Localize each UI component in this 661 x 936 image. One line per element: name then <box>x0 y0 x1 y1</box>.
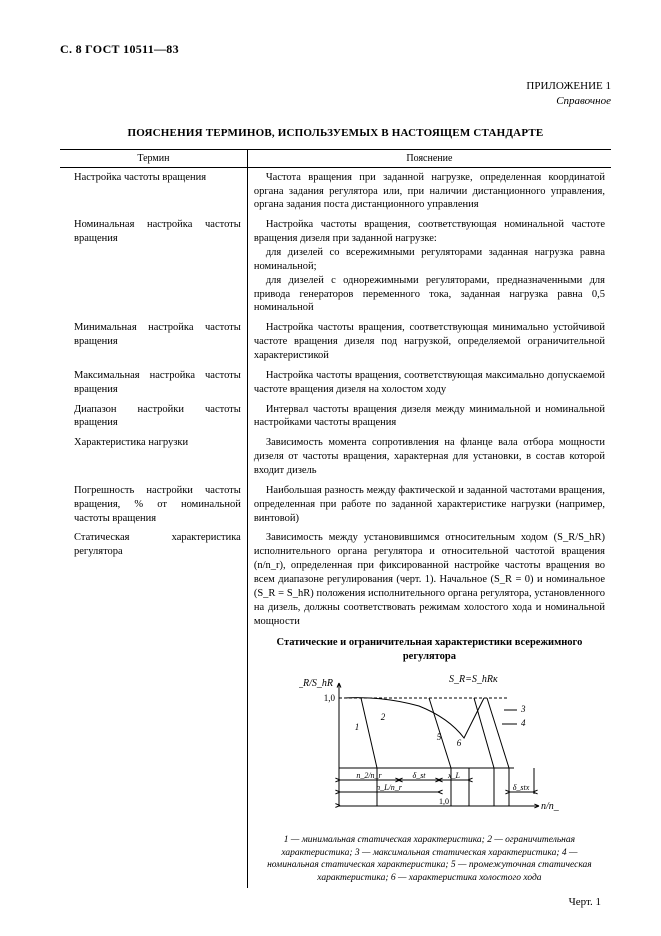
terms-table: Термин Пояснение Настройка частоты враще… <box>60 149 611 888</box>
definition-cell: Настройка частоты вращения, соответствую… <box>247 318 611 366</box>
column-header-definition: Пояснение <box>247 149 611 167</box>
term-cell: Минимальная настройка частоты вращения <box>60 318 247 366</box>
definition-cell: Зависимость между установившимся относит… <box>247 528 611 888</box>
svg-text:S_R=S_hRк: S_R=S_hRк <box>449 674 498 685</box>
svg-text:6: 6 <box>457 738 462 748</box>
svg-text:n/n_r: n/n_r <box>541 801 559 812</box>
table-row: Максимальная настройка частоты вращенияН… <box>60 366 611 400</box>
figure-caption: 1 — минимальная статическая характеристи… <box>262 834 597 885</box>
page-header: С. 8 ГОСТ 10511—83 <box>60 42 611 57</box>
page: С. 8 ГОСТ 10511—83 ПРИЛОЖЕНИЕ 1 Справочн… <box>0 0 661 936</box>
svg-text:3: 3 <box>520 704 526 714</box>
section-title: ПОЯСНЕНИЯ ТЕРМИНОВ, ИСПОЛЬЗУЕМЫХ В НАСТО… <box>60 127 611 139</box>
definition-cell: Зависимость момента сопротивления на фла… <box>247 433 611 481</box>
regulator-characteristics-diagram: 1,0 S_R/S_hR S_R=S_hRк n/n_r 1 2 3 4 5 6 n_2/n_r δ_… <box>299 668 559 828</box>
definition-cell: Настройка частоты вращения, соответствую… <box>247 366 611 400</box>
svg-text:δ_st: δ_st <box>413 771 427 780</box>
term-cell: Диапазон настройки частоты вращения <box>60 400 247 434</box>
svg-text:2: 2 <box>381 712 386 722</box>
table-row: Настройка частоты вращенияЧастота вращен… <box>60 167 611 215</box>
svg-text:S_R/S_hR: S_R/S_hR <box>299 678 333 689</box>
term-cell: Максимальная настройка частоты вращения <box>60 366 247 400</box>
table-row: Статическая характеристика регулятораЗав… <box>60 528 611 888</box>
table-row: Характеристика нагрузкиЗависимость момен… <box>60 433 611 481</box>
chart-label: Черт. 1 <box>60 896 611 908</box>
table-row: Минимальная настройка частоты вращенияНа… <box>60 318 611 366</box>
appendix-number: ПРИЛОЖЕНИЕ 1 <box>526 80 611 92</box>
definition-cell: Интервал частоты вращения дизеля между м… <box>247 400 611 434</box>
svg-text:x_L: x_L <box>447 771 461 780</box>
svg-text:n_2/n_r: n_2/n_r <box>357 771 383 780</box>
svg-text:1: 1 <box>355 722 360 732</box>
svg-text:5: 5 <box>437 732 442 742</box>
definition-cell: Настройка частоты вращения, соответствую… <box>247 215 611 318</box>
table-row: Погрешность настройки частоты вращения, … <box>60 481 611 529</box>
term-cell: Погрешность настройки частоты вращения, … <box>60 481 247 529</box>
figure-title: Статические и ограничительная характерис… <box>254 636 605 663</box>
appendix-type: Справочное <box>556 95 611 107</box>
term-cell: Настройка частоты вращения <box>60 167 247 215</box>
term-cell: Статическая характеристика регулятора <box>60 528 247 888</box>
definition-cell: Наибольшая разность между фактической и … <box>247 481 611 529</box>
term-cell: Номинальная настройка частоты вращения <box>60 215 247 318</box>
svg-text:4: 4 <box>521 718 526 728</box>
table-row: Номинальная настройка частоты вращенияНа… <box>60 215 611 318</box>
definition-cell: Частота вращения при заданной нагрузке, … <box>247 167 611 215</box>
svg-text:1,0: 1,0 <box>324 693 336 703</box>
svg-text:n_L/n_r: n_L/n_r <box>377 783 404 792</box>
table-row: Диапазон настройки частоты вращенияИнтер… <box>60 400 611 434</box>
term-cell: Характеристика нагрузки <box>60 433 247 481</box>
svg-text:δ_stx: δ_stx <box>513 783 530 792</box>
column-header-term: Термин <box>60 149 247 167</box>
svg-text:1,0: 1,0 <box>439 797 449 806</box>
appendix-block: ПРИЛОЖЕНИЕ 1 Справочное <box>60 79 611 109</box>
